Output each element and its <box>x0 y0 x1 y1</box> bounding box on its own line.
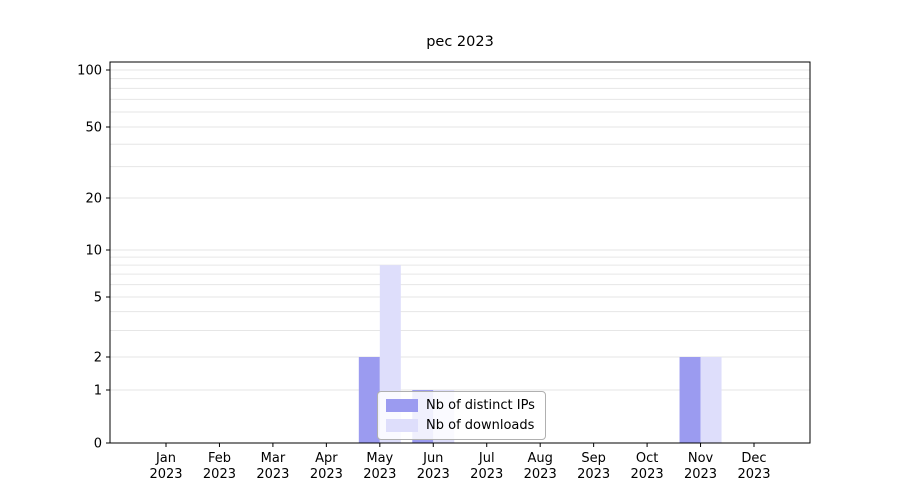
bar-distinct-ips-nov <box>679 357 701 443</box>
chart-title: pec 2023 <box>426 34 494 50</box>
x-tick-label-year: 2023 <box>524 467 557 482</box>
x-tick-label-month: May <box>366 451 393 466</box>
y-tick-label: 10 <box>85 244 102 259</box>
x-tick-label-year: 2023 <box>149 467 182 482</box>
x-tick-label-year: 2023 <box>203 467 236 482</box>
x-tick-label-month: Apr <box>315 451 338 466</box>
x-tick-label-year: 2023 <box>310 467 343 482</box>
x-tick-label-month: Dec <box>741 451 766 466</box>
x-tick-label-year: 2023 <box>737 467 770 482</box>
x-tick-label-year: 2023 <box>631 467 664 482</box>
legend-swatch-distinct-ips <box>386 399 418 412</box>
y-tick-label: 50 <box>85 121 102 136</box>
x-tick-label-month: Oct <box>636 451 658 466</box>
x-tick-label-year: 2023 <box>363 467 396 482</box>
plot-border <box>109 61 811 444</box>
x-tick-label-year: 2023 <box>684 467 717 482</box>
legend-item-distinct-ips: Nb of distinct IPs <box>386 398 535 413</box>
y-tick-label: 5 <box>94 291 102 306</box>
y-tick-label: 2 <box>94 351 102 366</box>
bar-distinct-ips-may <box>358 357 380 443</box>
x-tick-label-month: Jun <box>422 451 443 466</box>
y-tick-label: 100 <box>77 64 102 79</box>
x-tick-label-month: Feb <box>208 451 231 466</box>
x-tick-label-year: 2023 <box>417 467 450 482</box>
x-tick-label-month: Jul <box>478 451 495 466</box>
legend-item-downloads: Nb of downloads <box>386 418 535 433</box>
x-tick-label-year: 2023 <box>577 467 610 482</box>
y-tick-label: 20 <box>85 192 102 207</box>
bar-downloads-nov <box>700 357 722 443</box>
x-tick-label-month: Sep <box>581 451 606 466</box>
legend-swatch-downloads <box>386 419 418 432</box>
chart-legend: Nb of distinct IPs Nb of downloads <box>377 391 546 440</box>
x-tick-label-month: Aug <box>527 451 552 466</box>
x-tick-label-month: Nov <box>688 451 714 466</box>
y-tick-label: 1 <box>94 384 102 399</box>
x-tick-label-year: 2023 <box>470 467 503 482</box>
x-tick-label-month: Mar <box>261 451 286 466</box>
legend-label-downloads: Nb of downloads <box>426 418 535 433</box>
x-tick-label-month: Jan <box>155 451 176 466</box>
x-tick-label-year: 2023 <box>256 467 289 482</box>
y-tick-label: 0 <box>94 437 102 452</box>
legend-label-distinct-ips: Nb of distinct IPs <box>426 398 535 413</box>
